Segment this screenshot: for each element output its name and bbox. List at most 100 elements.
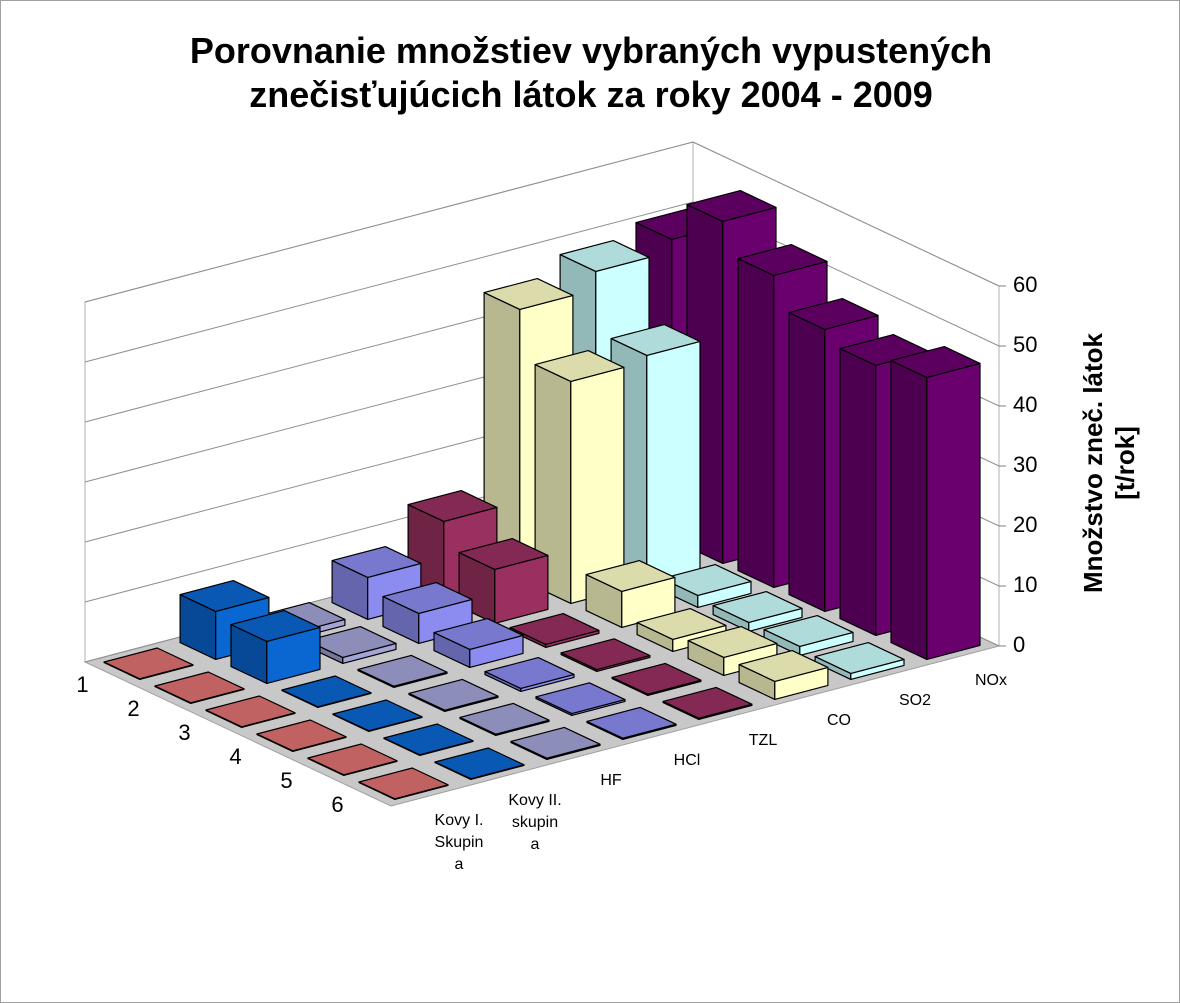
y-tick-label: 30 (1013, 452, 1037, 477)
bar-top-face (662, 686, 753, 719)
bar-top-face (458, 537, 549, 571)
bar-top-face (610, 324, 701, 356)
bar-top-face (763, 614, 854, 648)
bar (662, 686, 753, 721)
series-label: TZL (748, 732, 778, 749)
bar-top-face (686, 190, 777, 222)
bar-top-face (788, 298, 879, 330)
y-tick-label: 60 (1013, 272, 1037, 297)
bar (281, 675, 372, 709)
bar (510, 726, 601, 761)
bar (586, 706, 677, 741)
bar-top-face (408, 678, 499, 711)
row-label: 2 (127, 696, 139, 721)
grid-line (84, 201, 694, 363)
bar-top-face (483, 278, 574, 310)
row-label: 1 (76, 672, 88, 697)
bar-front-face (646, 340, 701, 585)
bar (205, 695, 296, 729)
bar-top-face (230, 609, 321, 643)
bar-top-face (586, 706, 677, 739)
bar-left-face (788, 312, 826, 613)
bar (814, 641, 905, 681)
bar (434, 747, 525, 781)
bar-top-face (357, 654, 448, 687)
bar (788, 298, 879, 613)
bar-top-face (256, 719, 347, 752)
y-tick-label: 50 (1013, 332, 1037, 357)
bar (459, 702, 550, 737)
bar-top-face (382, 581, 473, 615)
bar (154, 671, 245, 705)
bar (230, 609, 321, 685)
bar-top-face (814, 641, 905, 675)
series-label: HCl (673, 752, 701, 769)
bar (408, 678, 499, 713)
bar-top-face (509, 612, 600, 646)
bar (332, 699, 423, 733)
bar (357, 654, 448, 689)
bar (103, 647, 194, 681)
bar-front-face (926, 362, 981, 661)
row-label: 4 (229, 744, 241, 769)
bar (712, 590, 803, 633)
grid-line (692, 141, 1000, 287)
series-label: SO2 (898, 692, 931, 709)
bar-top-face (585, 559, 676, 593)
grid-line (84, 141, 694, 303)
bar-top-face (154, 671, 245, 704)
bar-left-face (839, 348, 877, 637)
row-label: 5 (280, 768, 292, 793)
y-axis-title: Množstvo zneč. látok [t/rok] (1078, 332, 1140, 594)
bar-top-face (611, 662, 702, 695)
bar-top-face (433, 617, 524, 651)
bar-top-face (510, 726, 601, 759)
bar-top-face (103, 647, 194, 680)
bar (484, 656, 575, 693)
bar-top-face (890, 346, 981, 378)
series-label: Kovy II. skupina (508, 792, 562, 853)
bar-top-face (459, 702, 550, 735)
bar-left-face (890, 360, 928, 661)
bar (534, 350, 625, 605)
bar-top-face (738, 649, 829, 683)
y-tick-label: 40 (1013, 392, 1037, 417)
bar (611, 662, 702, 697)
y-tick-label: 0 (1013, 632, 1025, 657)
y-tick-label: 10 (1013, 572, 1037, 597)
series-label: NOx (975, 672, 1007, 689)
bar (535, 682, 626, 717)
bar (433, 617, 524, 669)
series-label: CO (827, 712, 851, 729)
series-label: Kovy I. Skupina (434, 812, 484, 873)
bar (358, 767, 449, 801)
bar-top-face (559, 240, 650, 272)
bar (890, 346, 981, 661)
bar-top-face (560, 638, 651, 671)
bar-top-face (535, 682, 626, 715)
bar-top-face (636, 607, 727, 641)
bar (560, 638, 651, 673)
y-tick-label: 20 (1013, 512, 1037, 537)
bar-top-face (687, 625, 778, 659)
bar (763, 614, 854, 657)
bar-top-face (358, 767, 449, 800)
bar (306, 625, 397, 665)
bar-top-face (407, 490, 498, 523)
bar-top-face (331, 545, 422, 579)
bar-top-face (307, 743, 398, 776)
row-label: 3 (178, 720, 190, 745)
bar-top-face (383, 723, 474, 756)
bar-top-face (712, 590, 803, 624)
bar-top-face (205, 695, 296, 728)
bar (738, 649, 829, 701)
bar (585, 559, 676, 629)
bar-top-face (434, 747, 525, 780)
bar-top-face (332, 699, 423, 732)
row-label: 6 (331, 792, 343, 817)
bar (256, 719, 347, 753)
chart-title: Porovnanie množstiev vybraných vypustený… (189, 30, 993, 115)
bar-top-face (281, 675, 372, 708)
